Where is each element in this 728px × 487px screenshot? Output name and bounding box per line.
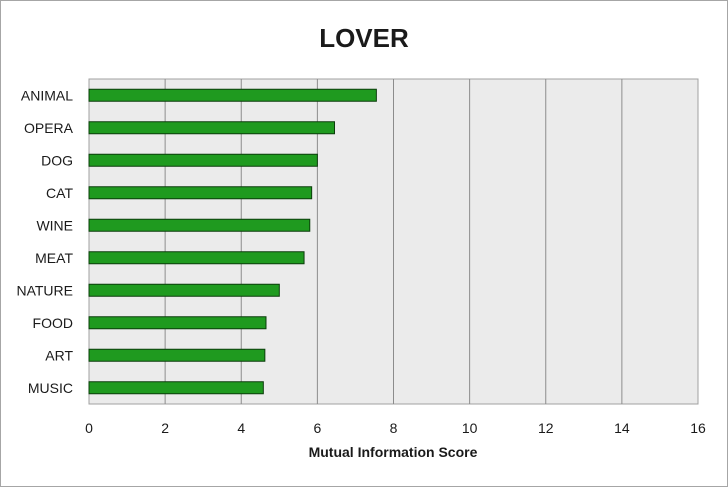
- x-tick-label: 2: [161, 420, 169, 436]
- category-label: FOOD: [33, 315, 73, 331]
- bar: [88, 88, 377, 102]
- category-label: MEAT: [35, 250, 73, 266]
- chart-title: LOVER: [319, 23, 409, 53]
- x-tick-label: 14: [614, 420, 630, 436]
- category-label: OPERA: [24, 120, 74, 136]
- bar: [88, 218, 311, 232]
- x-axis-label: Mutual Information Score: [309, 444, 478, 460]
- x-tick-label: 6: [313, 420, 321, 436]
- category-label: WINE: [36, 217, 73, 233]
- x-tick-label: 16: [690, 420, 706, 436]
- category-label: NATURE: [16, 282, 73, 298]
- x-tick-label: 8: [390, 420, 398, 436]
- bar: [88, 381, 264, 395]
- bar: [88, 153, 318, 167]
- x-tick-labels: 0 2 4 6 8 10 12 14 16: [85, 420, 706, 436]
- x-tick-label: 4: [237, 420, 245, 436]
- category-label: ART: [45, 347, 73, 363]
- bar-series: [88, 88, 377, 395]
- y-tick-labels: ANIMAL OPERA DOG CAT WINE MEAT NATURE FOOD ART MU…: [16, 87, 73, 396]
- bar: [88, 121, 336, 135]
- x-tick-label: 10: [462, 420, 478, 436]
- category-label: ANIMAL: [21, 87, 73, 103]
- category-label: DOG: [41, 152, 73, 168]
- bar: [88, 283, 280, 297]
- bar: [88, 251, 305, 265]
- category-label: MUSIC: [28, 380, 73, 396]
- x-tick-label: 12: [538, 420, 554, 436]
- category-label: CAT: [46, 185, 73, 201]
- x-tick-label: 0: [85, 420, 93, 436]
- bar: [88, 316, 267, 330]
- bar: [88, 186, 313, 200]
- bar: [88, 348, 266, 362]
